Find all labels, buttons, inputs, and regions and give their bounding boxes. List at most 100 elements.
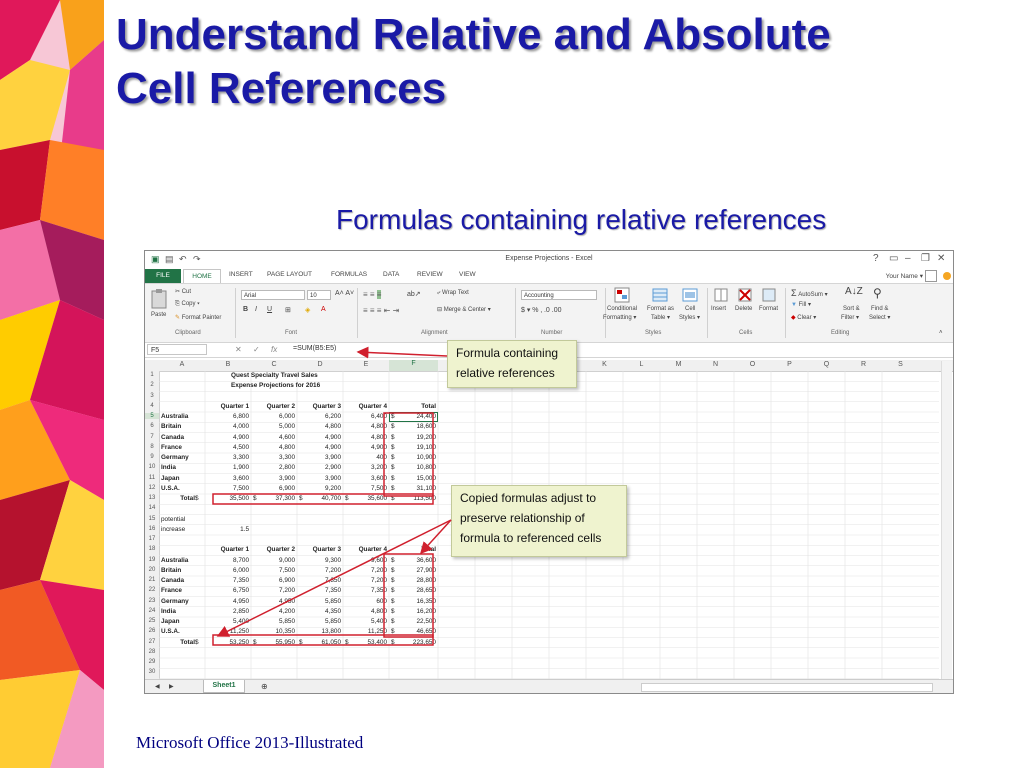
cell-value[interactable]: 1,900	[233, 464, 249, 472]
cell-value[interactable]: 7,350	[325, 587, 341, 595]
cell-styles-icon[interactable]	[681, 286, 699, 304]
row-header[interactable]: 2	[150, 382, 154, 389]
row-label[interactable]: Canada	[161, 577, 185, 584]
cell-value[interactable]: 9,200	[325, 484, 341, 492]
avatar[interactable]	[925, 270, 937, 282]
sheet-title-2[interactable]: Expense Projections for 2016	[231, 382, 321, 390]
row-label[interactable]: Britain	[161, 566, 182, 574]
row-label[interactable]: Germany	[161, 454, 189, 461]
cell-value[interactable]: 3,900	[279, 474, 295, 482]
row-header[interactable]: 9	[150, 454, 154, 460]
cell-value[interactable]: 2,900	[325, 464, 341, 472]
name-box[interactable]: F5	[147, 344, 207, 355]
cell-value[interactable]: 4,800	[371, 607, 387, 615]
format-cells-icon[interactable]	[761, 286, 777, 304]
increase-value[interactable]: 1.5	[240, 525, 249, 533]
column-heading[interactable]: Total	[421, 546, 436, 554]
cell-value[interactable]: 7,200	[325, 566, 341, 574]
row-header[interactable]: 30	[148, 669, 156, 676]
cell-value[interactable]: 6,900	[279, 484, 295, 492]
restore-icon[interactable]: ❐	[921, 253, 930, 264]
cell-value[interactable]: 3,200	[371, 464, 387, 472]
cell-value[interactable]: 3,300	[279, 454, 295, 461]
find-select-button[interactable]: Find &	[871, 306, 889, 312]
column-heading[interactable]: Quarter 3	[312, 546, 341, 554]
cell-value[interactable]: 4,800	[279, 443, 295, 451]
row-header[interactable]: 3	[150, 392, 154, 399]
ribbon-display-icon[interactable]: ▭	[889, 253, 899, 264]
cell-value[interactable]: 4,350	[325, 607, 341, 615]
row-header[interactable]: 24	[148, 607, 156, 614]
tab-home[interactable]: HOME	[183, 269, 221, 284]
cell-value[interactable]: 4,900	[371, 443, 387, 451]
paste-icon[interactable]	[149, 288, 169, 310]
row-header[interactable]: 14	[148, 505, 156, 512]
row-label[interactable]: Australia	[161, 556, 189, 564]
column-heading[interactable]: Quarter 4	[358, 546, 387, 554]
insert-cells-icon[interactable]	[713, 286, 729, 304]
column-header-s[interactable]: S	[898, 361, 903, 368]
total-value[interactable]: 22,500	[416, 618, 436, 625]
close-icon[interactable]: ✕	[937, 253, 946, 264]
cell-value[interactable]: 7,350	[325, 577, 341, 584]
total-value[interactable]: 10,900	[416, 454, 436, 461]
cell-value[interactable]: 7,200	[279, 587, 295, 595]
row-header[interactable]: 6	[150, 423, 154, 430]
underline-icon[interactable]: U	[267, 306, 273, 313]
cell-value[interactable]: 4,000	[233, 423, 249, 431]
row-label[interactable]: Japan	[161, 474, 180, 482]
total-value[interactable]: 31,100	[416, 484, 436, 492]
row-header[interactable]: 21	[148, 577, 156, 583]
row-header[interactable]: 1	[150, 372, 154, 378]
align-left-icons[interactable]: ≡ ≡ ≡ ⇤ ⇥	[363, 306, 400, 315]
cell-value[interactable]: 5,000	[279, 423, 295, 431]
cell-value[interactable]: 7,500	[233, 484, 249, 492]
total-label[interactable]: Total	[180, 495, 195, 502]
column-heading[interactable]: Quarter 1	[220, 402, 249, 410]
column-heading[interactable]: Quarter 2	[266, 546, 295, 554]
total-cell-value[interactable]: 40,700	[321, 495, 341, 502]
column-heading[interactable]: Quarter 2	[266, 402, 295, 410]
cell-value[interactable]: 4,800	[371, 433, 387, 441]
grand-total-value[interactable]: 113,500	[413, 495, 436, 502]
total-cell-value[interactable]: 53,400	[367, 638, 387, 646]
row-header[interactable]: 13	[148, 495, 156, 501]
cell-value[interactable]: 9,300	[325, 556, 341, 564]
row-header[interactable]: 15	[148, 515, 156, 522]
cell-value[interactable]: 3,900	[325, 454, 341, 461]
vertical-scrollbar[interactable]	[941, 361, 952, 679]
row-header[interactable]: 28	[148, 648, 156, 655]
row-header[interactable]: 4	[150, 402, 154, 409]
row-header[interactable]: 8	[150, 443, 154, 450]
minimize-icon[interactable]: –	[905, 253, 911, 264]
undo-icon[interactable]: ↶	[179, 254, 187, 264]
fill-color-icon[interactable]: ◈	[305, 307, 311, 314]
horizontal-scrollbar[interactable]	[641, 683, 933, 692]
cell-value[interactable]: 4,200	[279, 607, 295, 615]
cell-value[interactable]: 4,800	[325, 423, 341, 431]
row-header[interactable]: 10	[148, 464, 156, 471]
conditional-formatting-icon[interactable]	[613, 286, 631, 304]
user-name[interactable]: Your Name ▾	[885, 273, 923, 280]
row-header[interactable]: 12	[148, 484, 156, 491]
merge-center-button[interactable]: ⊟ Merge & Center ▾	[437, 306, 491, 313]
total-value[interactable]: 16,350	[416, 597, 436, 605]
cut-button[interactable]: ✂ Cut	[175, 288, 191, 295]
column-heading[interactable]: Quarter 3	[312, 402, 341, 410]
align-top-icons[interactable]: ≡ ≡ ≡	[363, 290, 382, 299]
sort-filter-button[interactable]: Sort &	[843, 306, 860, 312]
cell-value[interactable]: 6,400	[371, 413, 387, 420]
total-cell-value[interactable]: 35,500	[229, 495, 249, 502]
row-label[interactable]: Canada	[161, 433, 185, 441]
grand-total-value[interactable]: 223,650	[412, 638, 436, 646]
cell-value[interactable]: 7,500	[279, 566, 295, 574]
column-header-k[interactable]: K	[602, 361, 607, 368]
tab-file[interactable]: FILE	[145, 269, 181, 283]
column-header-d[interactable]: D	[317, 361, 323, 368]
format-as-table-icon[interactable]	[651, 286, 669, 304]
row-header[interactable]: 16	[148, 525, 156, 532]
cell-value[interactable]: 7,200	[371, 566, 387, 574]
cell-value[interactable]: 8,700	[233, 556, 249, 564]
row-header[interactable]: 29	[148, 659, 156, 665]
format-as-table-button[interactable]: Format as	[647, 306, 675, 312]
